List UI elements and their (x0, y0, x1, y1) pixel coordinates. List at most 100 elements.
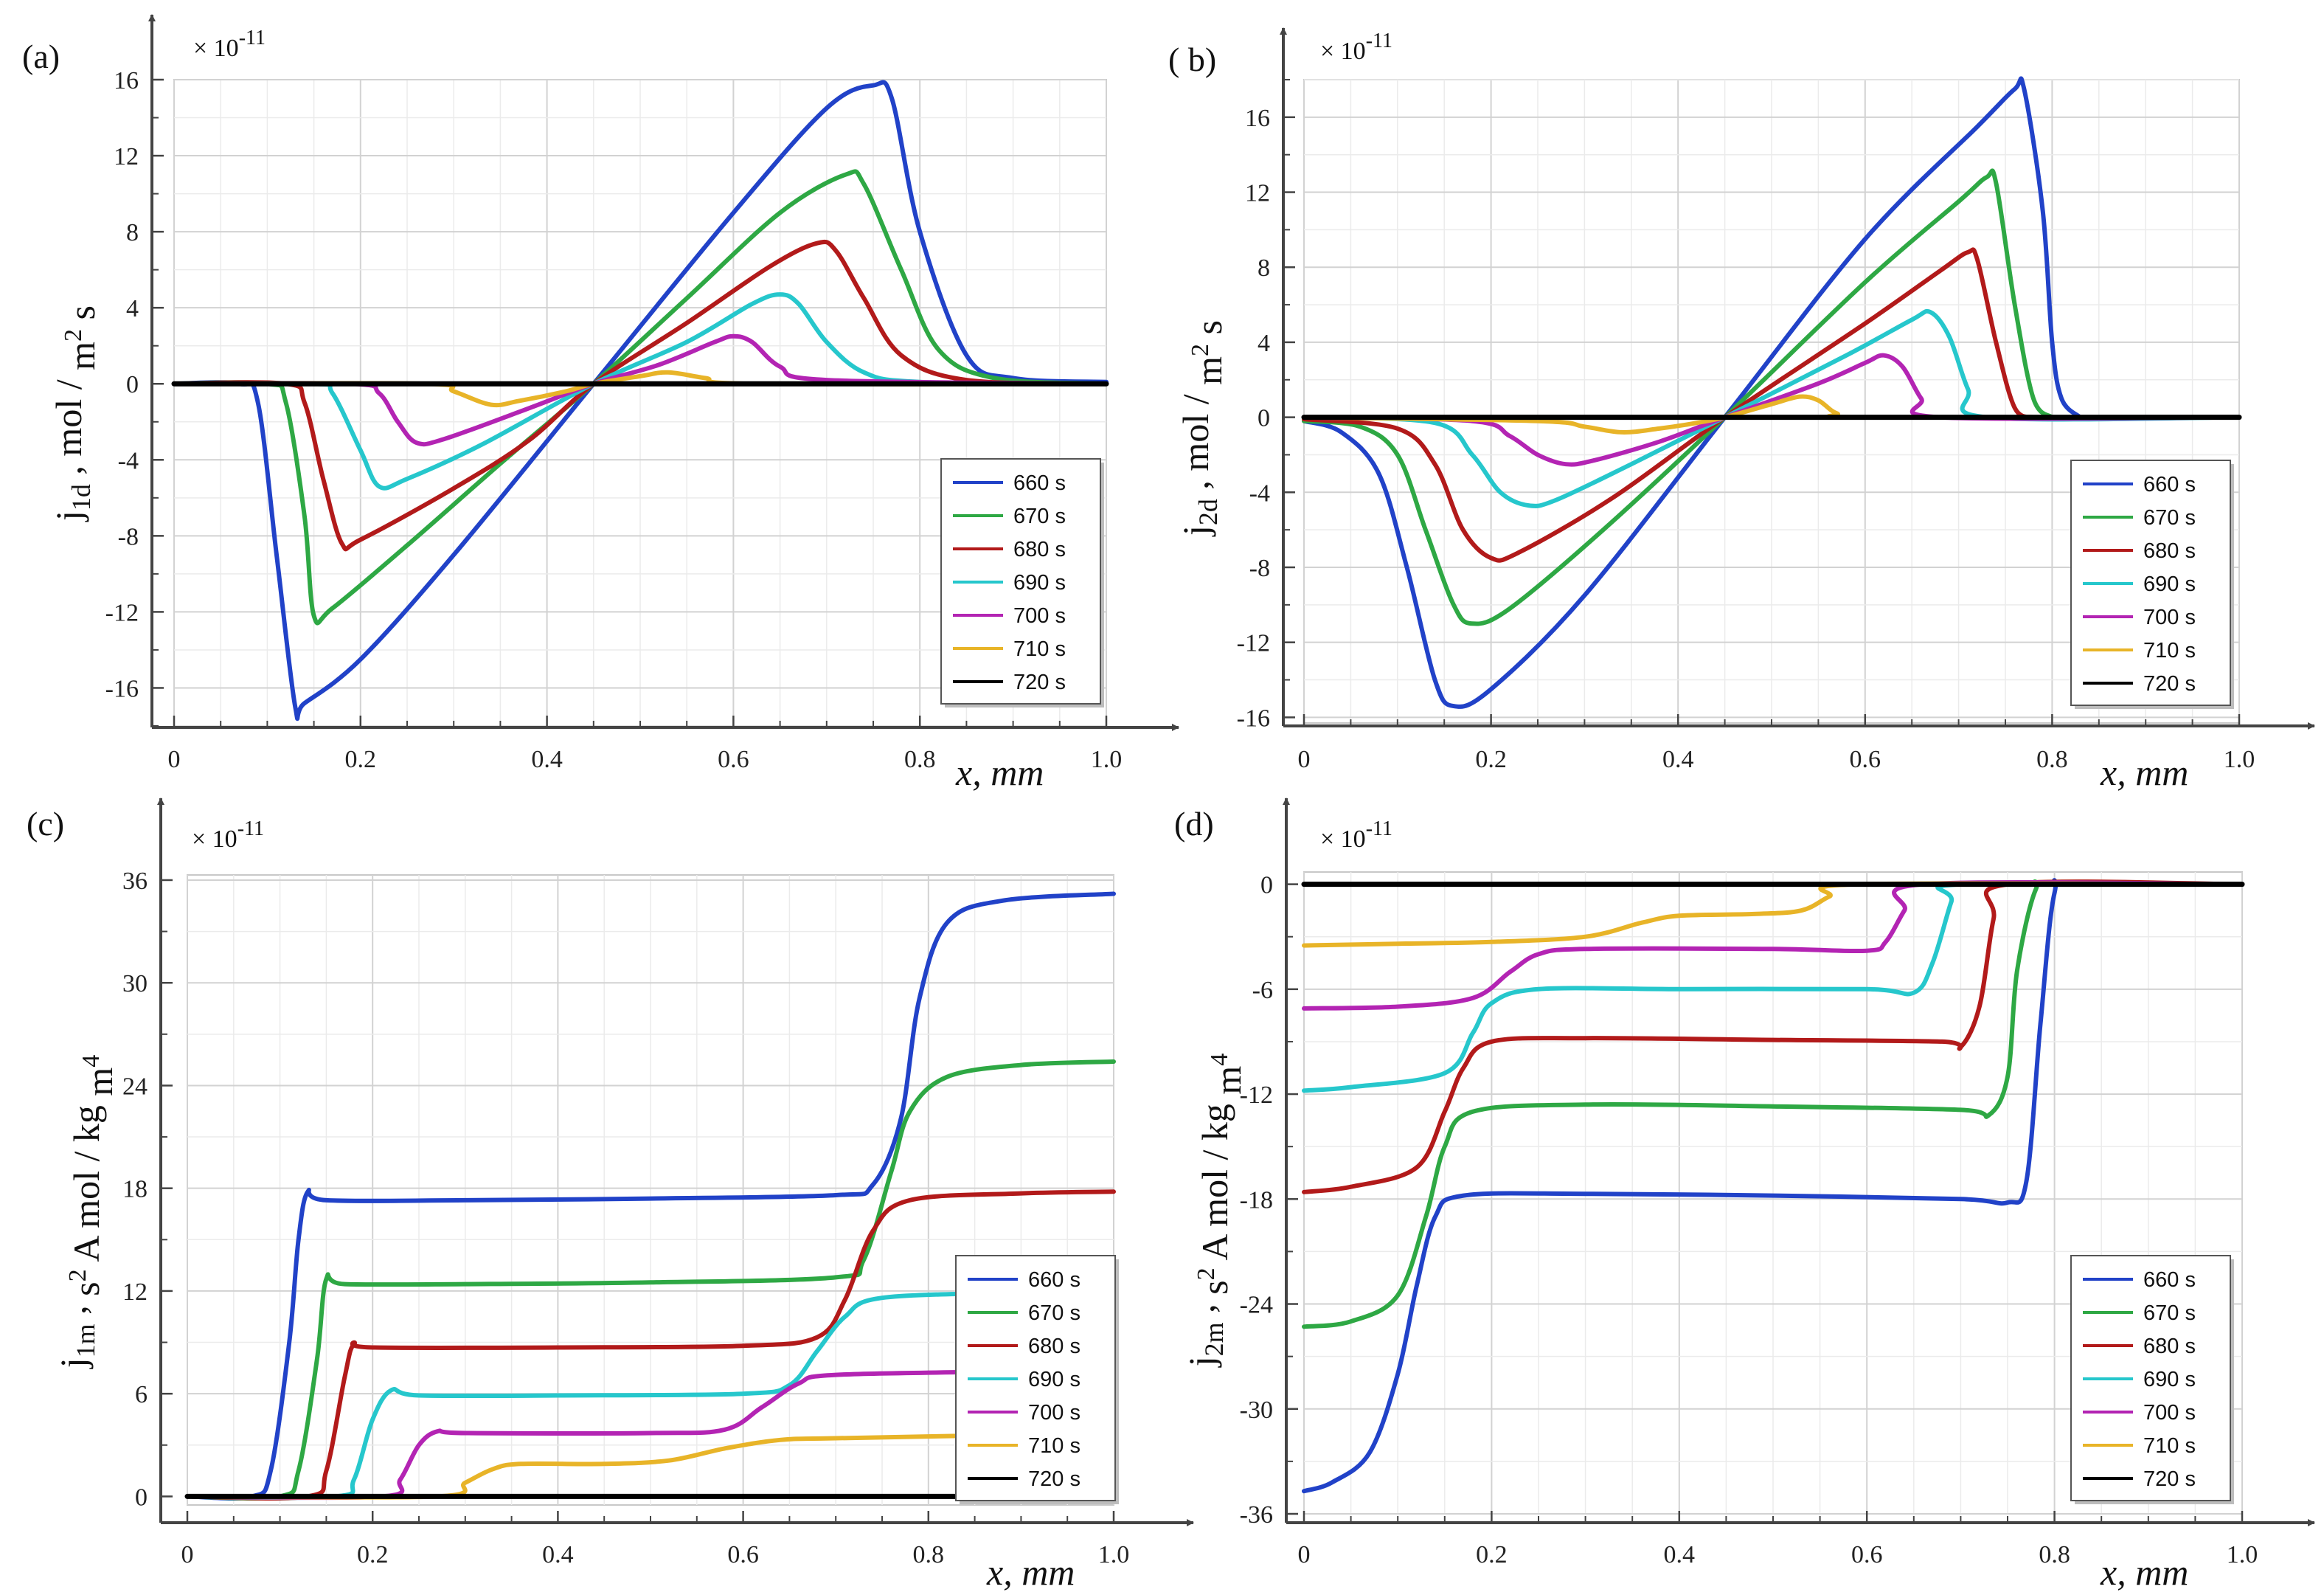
x-tick-label: 0.6 (727, 1541, 759, 1568)
y-tick-label: 24 (122, 1073, 148, 1100)
y-tick-label: -24 (1240, 1292, 1273, 1319)
y-tick-label: 6 (135, 1381, 148, 1408)
x-tick-label: 0 (1298, 746, 1311, 773)
legend-item-label: 700 s (1028, 1401, 1081, 1425)
x-tick-label: 1.0 (2227, 1541, 2258, 1568)
series-line-690s (172, 292, 1109, 491)
panel-label: (c) (27, 805, 64, 843)
y-tick-label: 16 (114, 67, 139, 94)
y-tick-label: 8 (126, 219, 139, 246)
x-tick-label: 0.2 (357, 1541, 389, 1568)
y-tick-label: -12 (1237, 630, 1270, 657)
legend-item-label: 660 s (2143, 1268, 2196, 1292)
legend-item-label: 690 s (2143, 1368, 2196, 1391)
x-tick-label: 0.2 (1475, 746, 1507, 773)
chart-panel: 36 30 24 18 12 6 0 0 0.2 0.4 0.6 0.8 1.0 660 s 670 s 68… (27, 798, 1194, 1593)
y-tick-label: -4 (1249, 480, 1270, 507)
y-tick-label: -4 (118, 447, 139, 474)
x-axis-title: x, mm (2100, 1551, 2188, 1593)
legend-item-label: 690 s (2143, 572, 2196, 596)
legend-item-label: 680 s (2143, 539, 2196, 563)
x-tick-label: 0.6 (1851, 1541, 1883, 1568)
legend-item-label: 720 s (1028, 1467, 1081, 1491)
y-axis-title: j1m , s2 A mol / kg m4 (52, 1055, 120, 1370)
series-line-670s (1302, 168, 2055, 626)
series-line-670s (1302, 879, 2244, 1329)
legend-item-label: 670 s (1028, 1301, 1081, 1325)
y-tick-label: 16 (1245, 105, 1270, 132)
series-line-690s (185, 1288, 1116, 1501)
chart-panel: 0 -6 -12 -18 -24 -30 -36 0 0.2 0.4 0.6 0.8 1.0 660 s 6… (1174, 798, 2315, 1593)
legend-item-label: 720 s (2143, 672, 2196, 696)
legend-item-label: 680 s (1013, 538, 1066, 561)
y-tick-label: 8 (1258, 255, 1270, 282)
x-tick-label: 0.8 (904, 746, 936, 773)
x-tick-label: 0.4 (531, 746, 563, 773)
y-tick-label: -16 (1237, 705, 1270, 732)
legend-item-label: 690 s (1028, 1368, 1081, 1391)
series-line-700s (185, 1367, 1116, 1501)
legend-item-label: 670 s (2143, 1301, 2196, 1325)
legend-item-label: 660 s (2143, 473, 2196, 497)
y-tick-label: -30 (1240, 1397, 1273, 1424)
x-axis-title: x, mm (955, 752, 1044, 793)
y-tick-label: -12 (1240, 1082, 1273, 1109)
legend-item-label: 700 s (1013, 604, 1066, 628)
legend-item-label: 690 s (1013, 571, 1066, 595)
legend-item-label: 680 s (1028, 1335, 1081, 1358)
x-axis-title: x, mm (986, 1551, 1075, 1593)
x-tick-label: 0.8 (2036, 746, 2068, 773)
y-tick-label: 0 (1260, 872, 1273, 899)
legend-item-label: 710 s (1028, 1434, 1081, 1458)
legend-item-label: 670 s (2143, 506, 2196, 530)
y-axis-title: j2m , s2 A mol / kg m4 (1181, 1053, 1249, 1369)
y-tick-label: 12 (1245, 180, 1270, 207)
x-axis-title: x, mm (2100, 752, 2188, 793)
x-tick-label: 0.6 (718, 746, 749, 773)
x-tick-label: 0 (168, 746, 181, 773)
legend-item-label: 660 s (1028, 1268, 1081, 1292)
y-tick-label: 0 (135, 1484, 148, 1511)
legend-item-label: 680 s (2143, 1335, 2196, 1358)
x-tick-label: 0 (181, 1541, 194, 1568)
series-line-660s (1302, 878, 2244, 1494)
x-tick-label: 0.4 (1664, 1541, 1696, 1568)
panel-label: ( b) (1168, 41, 1216, 78)
legend-item-label: 670 s (1013, 505, 1066, 528)
chart-panel: 16 12 8 4 0 -4 -8 -12 -16 0 0.2 0.4 0.6 0.8 1.0 660 s 67… (22, 14, 1179, 793)
x-tick-label: 0.8 (2039, 1541, 2070, 1568)
x-tick-label: 0.2 (1476, 1541, 1508, 1568)
x-tick-label: 0.4 (1662, 746, 1694, 773)
y-tick-label: -18 (1240, 1186, 1273, 1214)
multiplier-label: × 10-11 (1320, 817, 1392, 853)
x-tick-label: 0.2 (345, 746, 377, 773)
series-line-690s (1302, 308, 2241, 508)
y-tick-label: -8 (1249, 555, 1270, 582)
multiplier-label: × 10-11 (192, 817, 264, 853)
y-tick-label: -6 (1252, 977, 1273, 1004)
y-tick-label: 0 (126, 371, 139, 398)
legend-item-label: 700 s (2143, 1401, 2196, 1425)
x-tick-label: 0 (1298, 1541, 1311, 1568)
legend-item-label: 720 s (2143, 1467, 2196, 1491)
x-tick-label: 0.4 (542, 1541, 574, 1568)
y-tick-label: 18 (122, 1176, 148, 1203)
series-line-680s (1302, 879, 2244, 1194)
x-tick-label: 1.0 (1098, 1541, 1130, 1568)
chart-panel: 16 12 8 4 0 -4 -8 -12 -16 0 0.2 0.4 0.6 0.8 1.0 660 s 67… (1168, 27, 2315, 793)
y-tick-label: -16 (105, 675, 139, 702)
series-line-680s (185, 1189, 1116, 1501)
legend-item-label: 710 s (2143, 1434, 2196, 1458)
y-tick-label: -8 (118, 523, 139, 550)
x-tick-label: 0.8 (913, 1541, 945, 1568)
x-tick-label: 1.0 (1091, 746, 1123, 773)
series-line-660s (185, 891, 1116, 1501)
y-axis-title: j2d , mol / m2 s (1175, 320, 1229, 537)
multiplier-label: × 10-11 (193, 27, 266, 62)
multiplier-label: × 10-11 (1320, 30, 1392, 65)
y-axis-title: j1d , mol / m2 s (48, 305, 103, 522)
y-tick-label: 12 (114, 143, 139, 170)
legend-item-label: 660 s (1013, 471, 1066, 495)
series-line-670s (185, 1059, 1116, 1501)
